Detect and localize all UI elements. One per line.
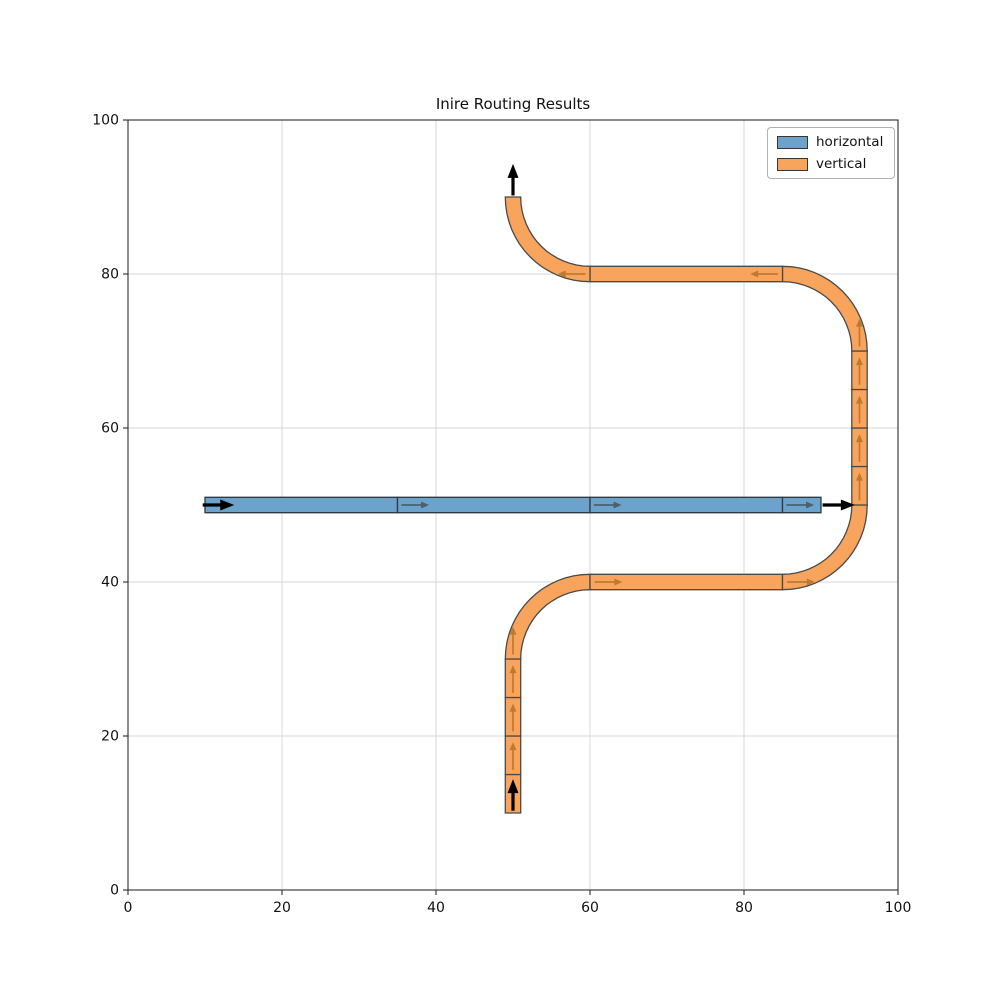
- flow_orange-arrow-head: [856, 357, 863, 366]
- y-tick-label: 40: [101, 575, 119, 591]
- flow_orange-arrow-head: [856, 434, 863, 443]
- y-tick-label: 20: [101, 729, 119, 745]
- flow_gray-arrow-head: [806, 501, 815, 509]
- flow_orange-arrow-head: [856, 395, 863, 404]
- terminal-arrow-head: [507, 779, 519, 794]
- plot-title: Inire Routing Results: [435, 95, 591, 113]
- x-tick-label: 40: [427, 900, 445, 916]
- flow_orange-arrow-head: [509, 626, 517, 635]
- x-tick-label: 60: [581, 900, 599, 916]
- flow_orange-arrow-head: [509, 665, 517, 674]
- flow_gray-arrow-head: [613, 501, 622, 509]
- flow_orange-arrow-head: [856, 318, 863, 327]
- legend-swatch-horizontal: [777, 135, 808, 149]
- legend-swatch-vertical: [777, 157, 808, 171]
- legend-label-vertical: vertical: [816, 156, 867, 172]
- flow_orange-arrow-head: [557, 270, 566, 278]
- y-tick-label: 60: [101, 421, 119, 437]
- axes-spines: [127, 119, 899, 891]
- x-tick-label: 20: [273, 900, 291, 916]
- y-tick-label: 100: [92, 113, 119, 129]
- legend-item-horizontal: horizontal: [777, 134, 885, 150]
- legend: horizontal vertical: [767, 127, 895, 179]
- y-tick-label: 80: [101, 267, 119, 283]
- flow_orange-arrow-head: [750, 270, 759, 278]
- flow_orange-arrow-head: [806, 578, 815, 586]
- vertical-segment: [504, 196, 591, 283]
- legend-item-vertical: vertical: [777, 156, 885, 172]
- flow_orange-arrow-head: [856, 472, 863, 481]
- x-tick-label: 80: [735, 900, 753, 916]
- flow_orange-arrow-head: [509, 703, 517, 712]
- flow_gray-arrow-head: [421, 501, 430, 509]
- flow_orange-arrow-head: [614, 578, 623, 586]
- terminal-arrow-head: [220, 499, 235, 511]
- terminal-arrow-head: [507, 163, 519, 178]
- vertical-segment: [781, 265, 868, 352]
- flow_orange-arrow-head: [509, 742, 517, 751]
- vertical-segment: [504, 573, 591, 660]
- x-tick-label: 100: [885, 900, 912, 916]
- x-tick-label: 0: [124, 900, 133, 916]
- legend-label-horizontal: horizontal: [816, 134, 884, 150]
- y-tick-label: 0: [110, 883, 119, 899]
- terminal-arrow-head: [840, 499, 855, 511]
- vertical-segment: [781, 504, 868, 591]
